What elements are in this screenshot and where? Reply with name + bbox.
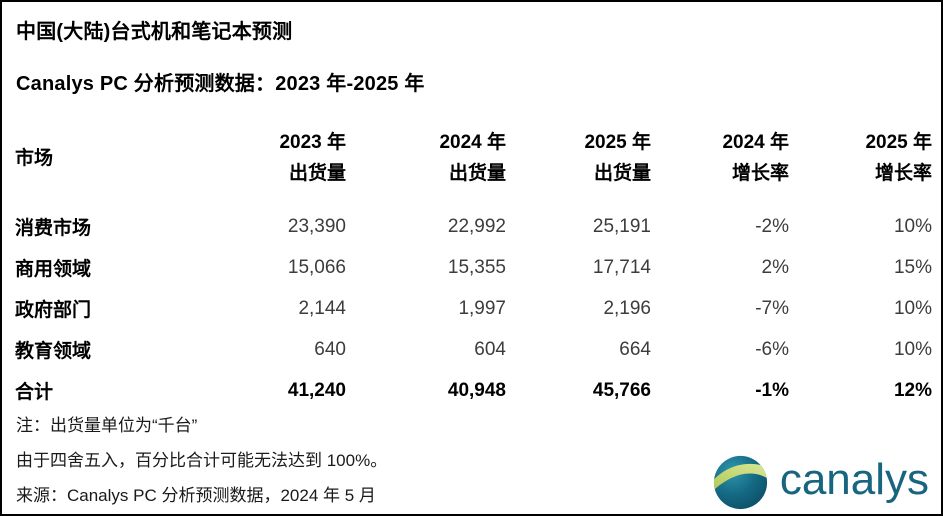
cell-value: 10% bbox=[893, 338, 932, 360]
cell-value: -2% bbox=[755, 215, 789, 237]
column-header-line: 增长率 bbox=[874, 163, 932, 184]
forecast-table: 市场 2023 年 出货量 2024 年 出货量 2025 年 出货量 2024… bbox=[15, 110, 932, 411]
cell-value: 15% bbox=[893, 256, 932, 278]
canalys-globe-icon bbox=[713, 455, 767, 510]
note-source: 来源：Canalys PC 分析预测数据，2024 年 5 月 bbox=[16, 486, 376, 505]
footnotes: 注：出货量单位为“千台” 由于四舍五入，百分比合计可能无法达到 100%。 来源… bbox=[16, 408, 387, 513]
row-label: 消费市场 bbox=[15, 218, 92, 239]
cell-value: 10% bbox=[893, 215, 932, 237]
table-row: 消费市场 23,390 22,992 25,191 -2% 10% bbox=[15, 206, 932, 247]
row-label: 商用领域 bbox=[15, 259, 92, 280]
cell-value: 1,997 bbox=[458, 297, 506, 319]
column-header-2024-shipments: 2024 年 出货量 bbox=[346, 110, 506, 206]
page-subtitle: Canalys PC 分析预测数据：2023 年-2025 年 bbox=[16, 73, 425, 95]
total-cell-value: 12% bbox=[893, 379, 932, 401]
cell-value: 22,992 bbox=[447, 215, 506, 237]
cell-value: 25,191 bbox=[592, 215, 651, 237]
cell-value: 15,066 bbox=[287, 256, 346, 278]
column-header-line: 2025 年 bbox=[584, 132, 651, 153]
note-rounding: 由于四舍五入，百分比合计可能无法达到 100%。 bbox=[16, 451, 388, 470]
cell-value: 10% bbox=[893, 297, 932, 319]
column-header-line: 2025 年 bbox=[865, 132, 932, 153]
row-label: 教育领域 bbox=[15, 341, 92, 362]
total-cell-value: 41,240 bbox=[287, 379, 346, 401]
column-header-line: 2023 年 bbox=[279, 132, 346, 153]
table-row: 商用领域 15,066 15,355 17,714 2% 15% bbox=[15, 247, 932, 288]
canalys-logo-text: canalys bbox=[779, 454, 929, 504]
table-total-row: 合计 41,240 40,948 45,766 -1% 12% bbox=[15, 370, 932, 411]
column-header-market: 市场 bbox=[15, 147, 54, 169]
cell-value: 2% bbox=[761, 256, 789, 278]
total-cell-value: 40,948 bbox=[447, 379, 506, 401]
cell-value: 23,390 bbox=[287, 215, 346, 237]
column-header-line: 出货量 bbox=[448, 163, 506, 184]
column-header-line: 增长率 bbox=[731, 163, 789, 184]
total-row-label: 合计 bbox=[15, 382, 54, 403]
canalys-logo: canalys bbox=[713, 455, 929, 510]
cell-value: -7% bbox=[755, 297, 789, 319]
column-header-2025-growth: 2025 年 增长率 bbox=[789, 110, 932, 206]
column-header-2025-shipments: 2025 年 出货量 bbox=[506, 110, 651, 206]
cell-value: 2,196 bbox=[603, 297, 651, 319]
column-header-2023-shipments: 2023 年 出货量 bbox=[205, 110, 346, 206]
column-header-line: 出货量 bbox=[288, 163, 346, 184]
column-header-line: 出货量 bbox=[593, 163, 651, 184]
cell-value: -6% bbox=[755, 338, 789, 360]
page-title: 中国(大陆)台式机和笔记本预测 bbox=[16, 21, 293, 43]
column-header-line: 2024 年 bbox=[439, 132, 506, 153]
row-label: 政府部门 bbox=[15, 300, 92, 321]
column-header-2024-growth: 2024 年 增长率 bbox=[651, 110, 789, 206]
column-header-line: 2024 年 bbox=[722, 132, 789, 153]
cell-value: 2,144 bbox=[298, 297, 346, 319]
table-row: 政府部门 2,144 1,997 2,196 -7% 10% bbox=[15, 288, 932, 329]
note-units: 注：出货量单位为“千台” bbox=[16, 416, 198, 435]
table-row: 教育领域 640 604 664 -6% 10% bbox=[15, 329, 932, 370]
table-header-row: 市场 2023 年 出货量 2024 年 出货量 2025 年 出货量 2024… bbox=[15, 110, 932, 206]
cell-value: 604 bbox=[474, 338, 506, 360]
total-cell-value: -1% bbox=[755, 379, 789, 401]
cell-value: 17,714 bbox=[592, 256, 651, 278]
total-cell-value: 45,766 bbox=[592, 379, 651, 401]
cell-value: 15,355 bbox=[447, 256, 506, 278]
cell-value: 664 bbox=[619, 338, 651, 360]
cell-value: 640 bbox=[314, 338, 346, 360]
